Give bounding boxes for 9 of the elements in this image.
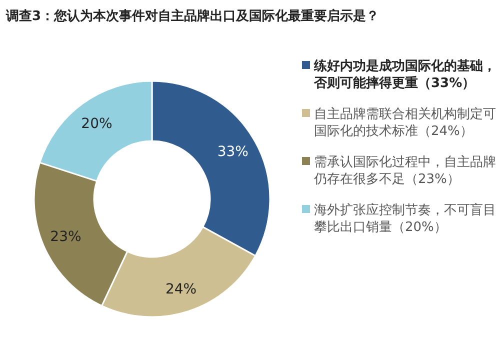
data-label: 33%: [217, 144, 248, 160]
legend-label: 自主品牌需联合相关机构制定可国际化的技术标准（24%）: [314, 106, 496, 139]
data-label: 24%: [165, 281, 197, 298]
legend-label: 需承认国际化过程中，自主品牌仍存在很多不足（23%）: [313, 154, 496, 187]
data-label: 20%: [81, 116, 112, 132]
legend-label: 练好内功是成功国际化的基础，否则可能摔得更重（33%）: [313, 59, 496, 91]
chart-title: 调查3：您认为本次事件对自主品牌出口及国际化最重要启示是？: [5, 8, 380, 24]
legend-label: 海外扩张应控制节奏，不可盲目攀比出口销量（20%）: [314, 202, 496, 235]
data-label: 23%: [50, 229, 82, 246]
